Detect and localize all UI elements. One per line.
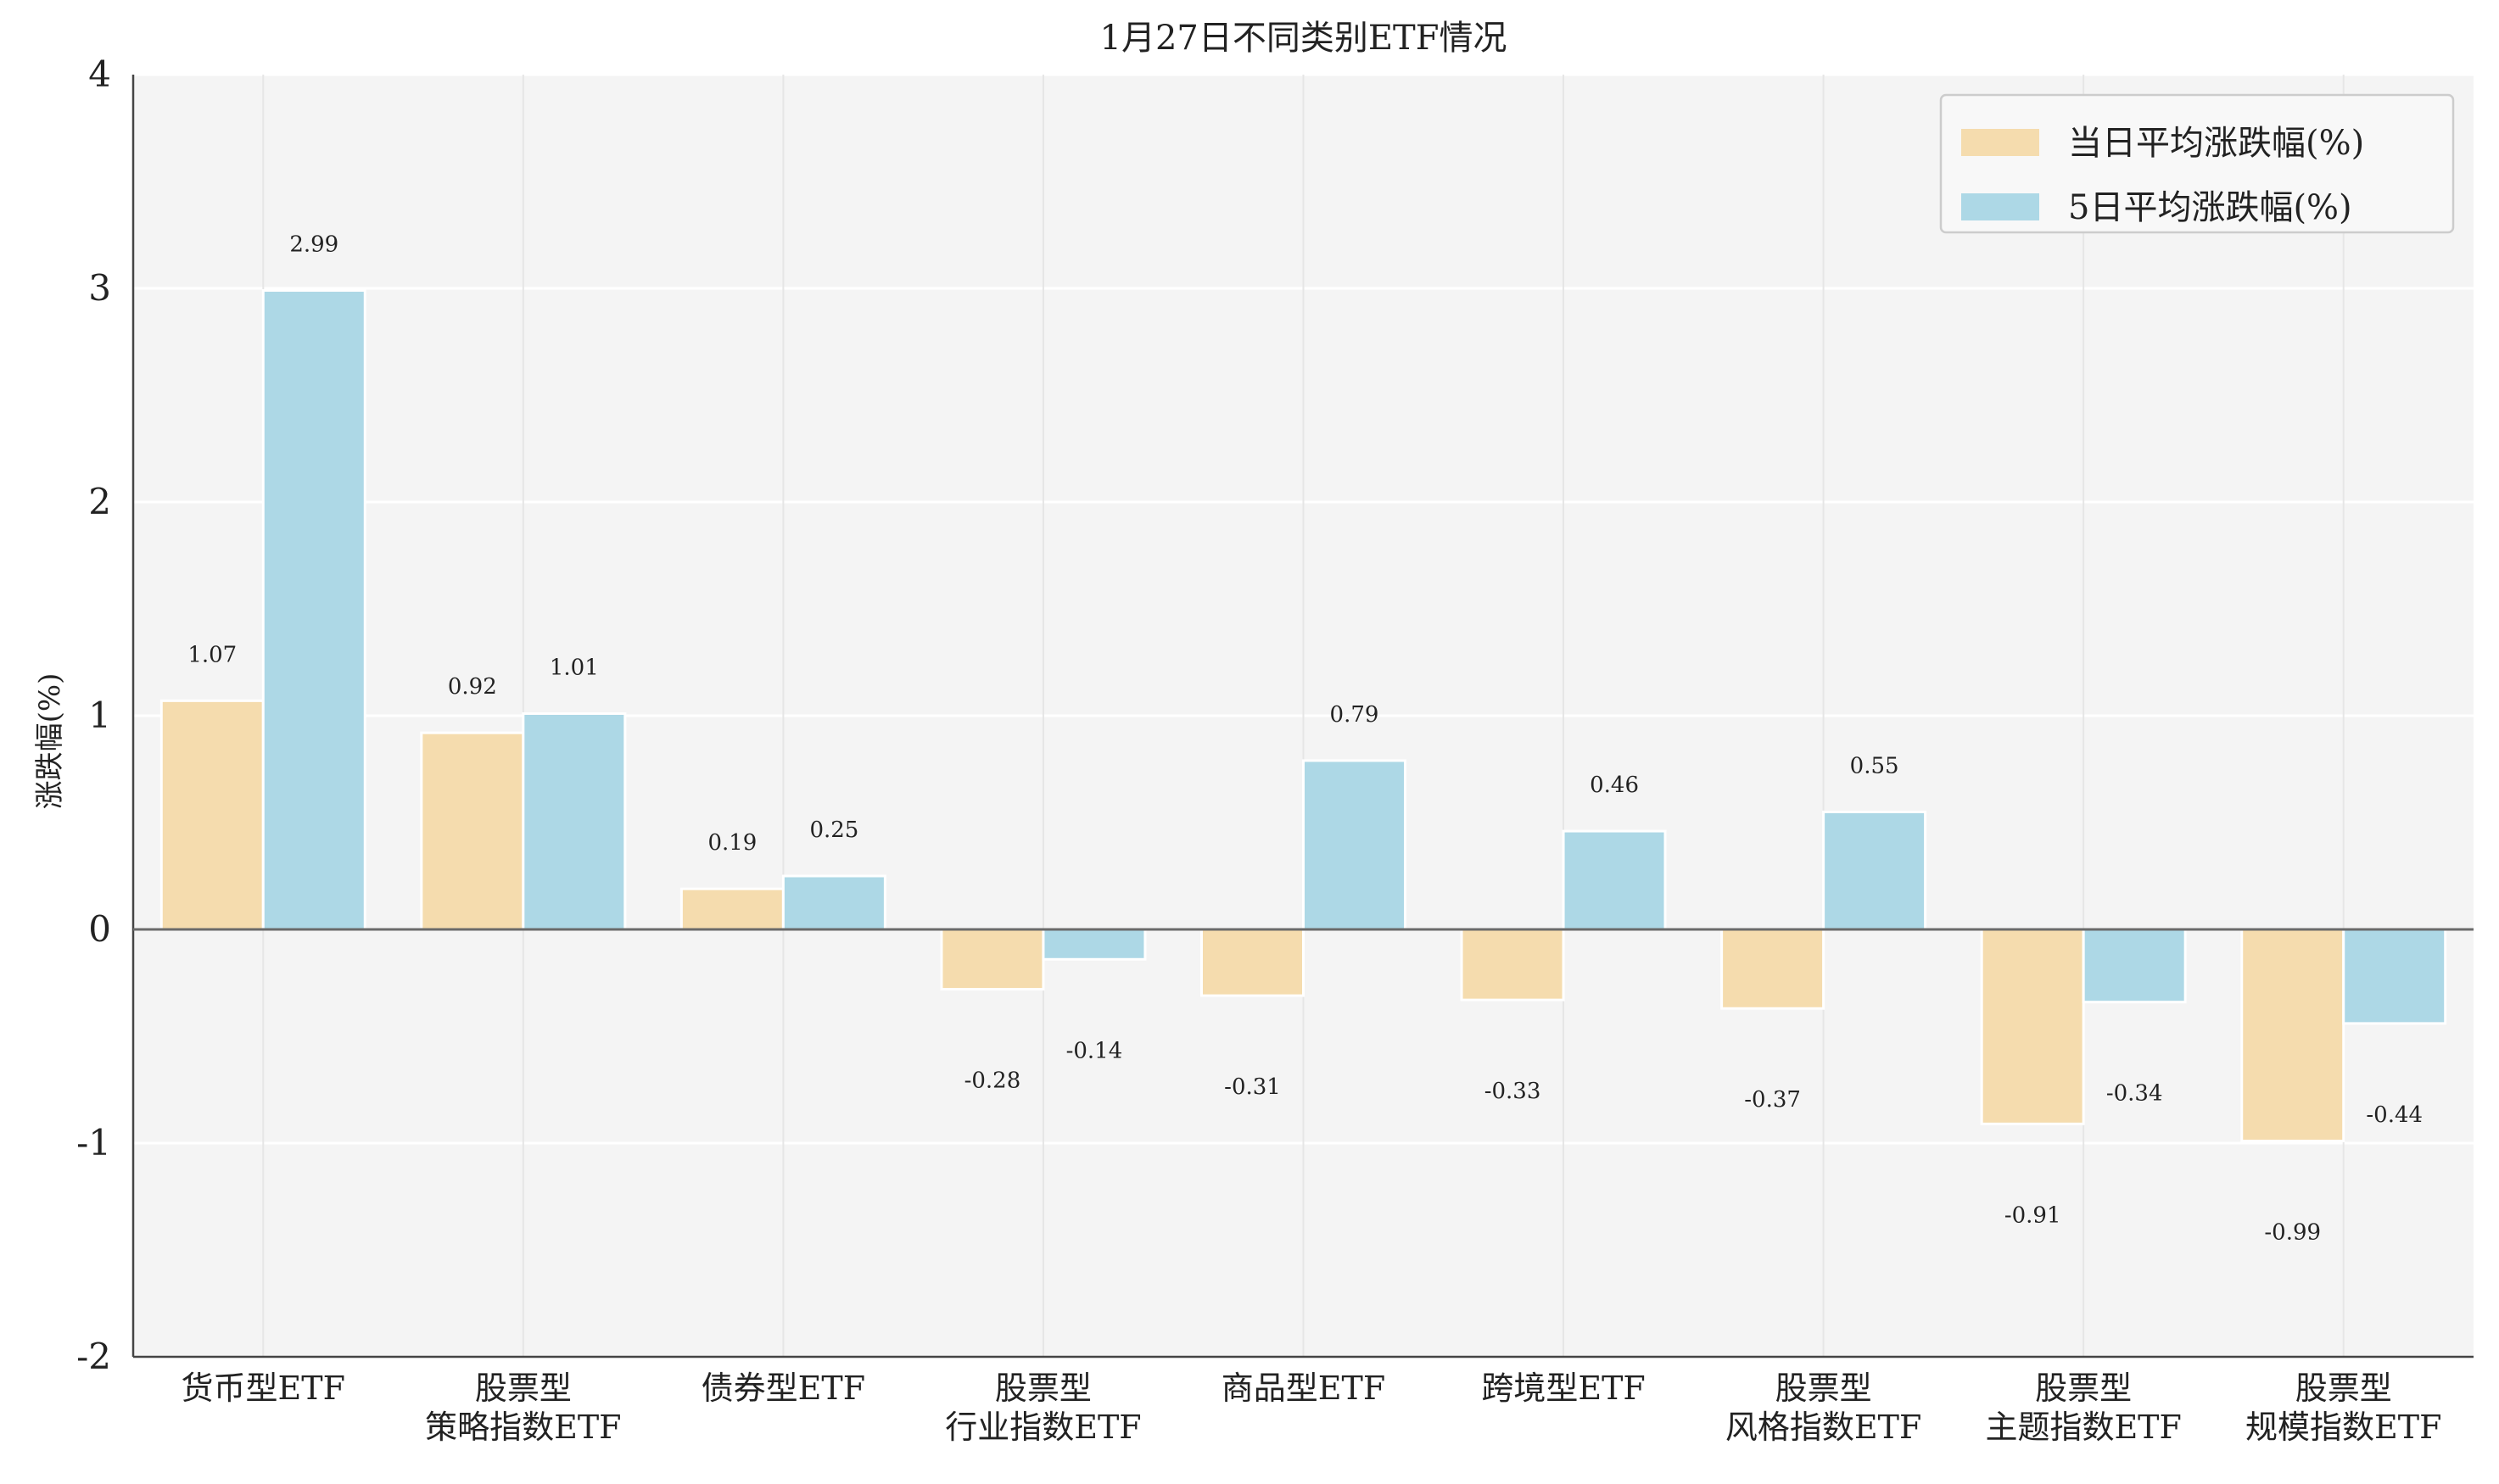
bars [159,289,2447,1142]
bar [1720,928,1825,1010]
legend-swatch [1961,129,2039,156]
axes [131,75,2474,1358]
x-tick-label-line: 债券型ETF [702,1370,865,1407]
y-tick-label: -2 [76,1336,111,1377]
data-label: 0.79 [1330,702,1379,728]
data-label: -0.28 [964,1068,1021,1094]
legend-label: 当日平均涨跌幅(%) [2068,124,2364,163]
x-tick-label: 股票型主题指数ETF [1985,1370,2181,1446]
chart-title: 1月27日不同类别ETF情况 [1100,19,1507,58]
bar [261,289,366,931]
bar [2082,928,2187,1004]
bar [2342,928,2447,1025]
bar [2240,928,2345,1142]
legend-swatch [1961,193,2039,220]
data-label: 0.92 [448,674,497,700]
x-tick-label-line: 股票型 [995,1370,1092,1407]
bar [159,699,265,931]
x-tick-label-line: 商品型ETF [1222,1370,1385,1407]
x-tick-label: 货币型ETF [182,1370,345,1407]
y-tick-label: -1 [76,1122,111,1163]
bar [1302,759,1406,931]
x-tick-label-line: 行业指数ETF [945,1409,1141,1446]
x-tick-label-line: 货币型ETF [182,1370,345,1407]
x-tick-label: 商品型ETF [1222,1370,1385,1407]
x-tick-label: 债券型ETF [702,1370,865,1407]
x-tick-label: 跨境型ETF [1481,1370,1645,1407]
bar [1822,810,1927,931]
data-label: 0.25 [809,817,858,843]
bar [1460,928,1565,1001]
data-label: 1.07 [187,642,237,667]
data-label: -0.91 [2004,1202,2061,1228]
x-tick-label-line: 主题指数ETF [1985,1409,2181,1446]
x-tick-label-line: 股票型 [2295,1370,2392,1407]
data-label: -0.44 [2366,1102,2423,1128]
bar [940,928,1045,991]
data-label: -0.14 [1066,1038,1123,1063]
bar [679,887,785,931]
bar [522,711,627,931]
bar [1042,928,1147,961]
x-tick-label-line: 股票型 [1775,1370,1872,1407]
data-label: 2.99 [289,232,338,258]
x-tick-label: 股票型规模指数ETF [2245,1370,2441,1446]
data-label: 0.19 [707,830,757,856]
data-label: -0.31 [1224,1074,1281,1100]
x-tick-label-line: 规模指数ETF [2245,1409,2441,1446]
data-label: -0.34 [2106,1081,2163,1107]
data-label: 0.55 [1850,753,1899,778]
x-tick-label-line: 策略指数ETF [425,1409,621,1446]
bar [1562,829,1667,931]
data-label: 0.46 [1590,773,1639,798]
bar [781,874,886,931]
data-label: 1.01 [550,655,599,680]
legend: 当日平均涨跌幅(%) 5日平均涨跌幅(%) [1939,93,2455,234]
x-tick-label: 股票型风格指数ETF [1725,1370,1921,1446]
y-tick-label: 4 [88,53,111,95]
bar [1980,928,2085,1125]
y-tick-label: 0 [88,908,111,950]
x-tick-label-line: 风格指数ETF [1725,1409,1921,1446]
data-labels: 1.07 2.99 0.92 1.01 0.19 0.25 -0.28 -0.14 -0.31 0… [187,232,2423,1246]
bar [420,731,525,931]
data-label: -0.37 [1744,1087,1801,1113]
legend-label: 5日平均涨跌幅(%) [2068,188,2352,227]
x-tick-label-line: 股票型 [2035,1370,2132,1407]
legend-box [1939,93,2455,234]
bar [1200,928,1305,997]
x-tick-label: 股票型行业指数ETF [945,1370,1141,1446]
x-tick-label: 股票型策略指数ETF [425,1370,621,1446]
data-label: -0.99 [2264,1219,2321,1245]
data-label: -0.33 [1484,1079,1541,1104]
y-tick-label: 1 [88,695,111,736]
y-axis-title: 涨跌幅(%) [33,673,67,810]
x-tick-label-line: 股票型 [475,1370,572,1407]
x-tick-label-line: 跨境型ETF [1481,1370,1645,1407]
y-tick-label: 3 [88,267,111,309]
y-tick-label: 2 [88,481,111,522]
